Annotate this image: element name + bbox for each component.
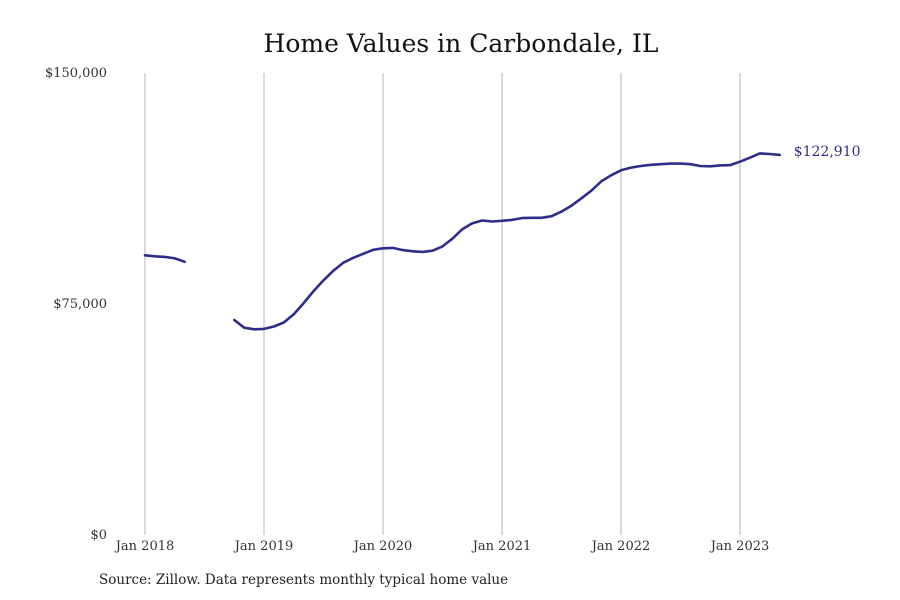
x-tick-label: Jan 2021 bbox=[471, 539, 532, 554]
y-tick-label: $150,000 bbox=[45, 66, 107, 81]
x-axis-ticks: Jan 2018 Jan 2019 Jan 2020 Jan 2021 Jan 2022… bbox=[114, 539, 770, 554]
x-tick-label: Jan 2022 bbox=[590, 539, 651, 554]
x-tick-label: Jan 2020 bbox=[352, 539, 413, 554]
x-tick-label: Jan 2019 bbox=[233, 539, 294, 554]
series-line-segment bbox=[233, 152, 782, 331]
x-tick-label: Jan 2018 bbox=[114, 539, 175, 554]
series-line-segment bbox=[143, 254, 186, 264]
series-lines bbox=[143, 152, 782, 331]
y-tick-label: $0 bbox=[90, 528, 107, 543]
grid-lines bbox=[144, 73, 741, 535]
chart-title: Home Values in Carbondale, IL bbox=[264, 29, 659, 58]
y-axis-ticks: $0 $75,000 $150,000 bbox=[45, 66, 107, 543]
source-note: Source: Zillow. Data represents monthly … bbox=[99, 572, 509, 588]
x-tick-label: Jan 2023 bbox=[709, 539, 770, 554]
y-tick-label: $75,000 bbox=[53, 297, 107, 312]
end-value-label: $122,910 bbox=[794, 144, 861, 160]
